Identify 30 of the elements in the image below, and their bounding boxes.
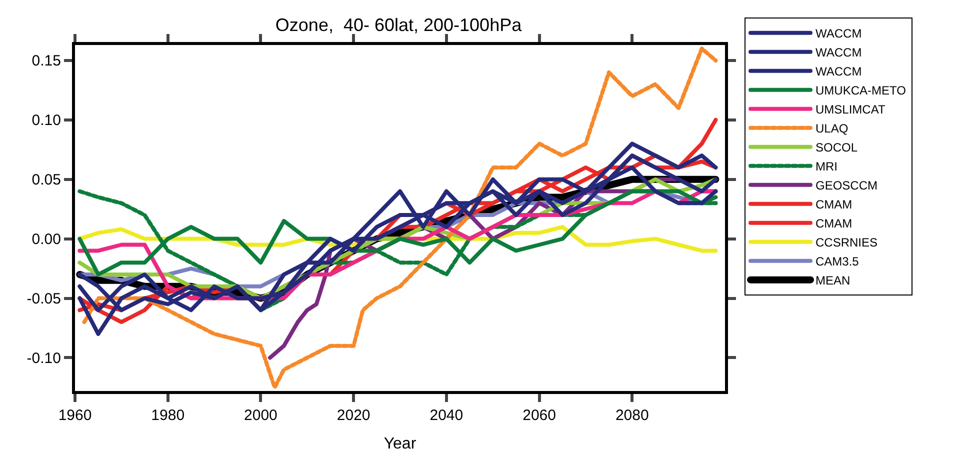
legend-label: MRI <box>816 160 838 174</box>
x-tick-label: 2040 <box>430 407 464 424</box>
line-series <box>82 46 718 390</box>
y-tick-label: -0.10 <box>26 350 61 367</box>
legend-label: UMSLIMCAT <box>816 102 886 116</box>
legend-label: ULAQ <box>816 122 848 136</box>
legend-label: SOCOL <box>816 140 858 154</box>
x-tick-label: 2000 <box>244 407 278 424</box>
x-tick-label: 2020 <box>336 407 370 424</box>
legend-label: UMUKCA-METO <box>816 84 906 98</box>
legend-label: CMAM <box>816 198 852 212</box>
x-tick-label: 2060 <box>522 407 556 424</box>
legend-label: CAM3.5 <box>816 254 860 268</box>
x-tick-label: 1960 <box>58 407 92 424</box>
y-tick-label: 0.15 <box>32 52 61 70</box>
y-tick-label: -0.05 <box>26 290 61 308</box>
y-tick-label: 0.05 <box>32 172 61 189</box>
legend-label: CCSRNIES <box>816 236 878 250</box>
legend-label: MEAN <box>816 274 850 288</box>
x-axis-title: Year <box>384 436 417 453</box>
legend-label: WACCM <box>816 64 862 78</box>
x-tick-label: 2080 <box>615 407 649 424</box>
legend-label: CMAM <box>816 216 852 230</box>
chart-title: Ozone, 40- 60lat, 200-100hPa <box>275 15 523 36</box>
y-tick-label: 0.00 <box>32 231 61 248</box>
legend-label: GEOSCCM <box>816 178 878 192</box>
y-tick-label: 0.10 <box>32 112 61 130</box>
x-tick-label: 1980 <box>151 407 185 424</box>
legend-label: WACCM <box>816 46 862 60</box>
legend-label: WACCM <box>816 26 862 40</box>
